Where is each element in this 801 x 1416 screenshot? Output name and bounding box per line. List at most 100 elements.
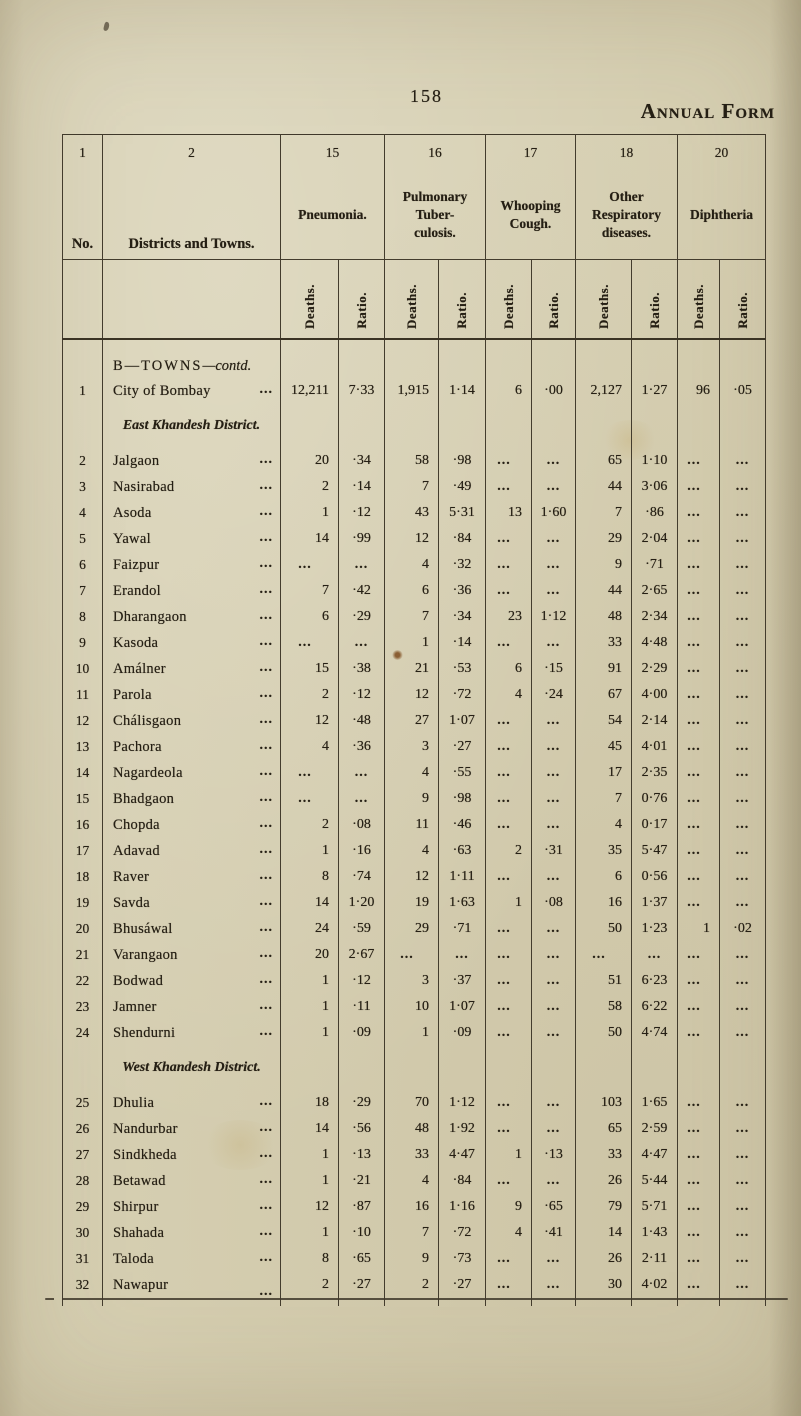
ratio-value: ... [338,552,385,578]
ratio-value: 2·67 [338,942,385,968]
leader-dots: ... [259,556,273,571]
deaths-value: ... [677,552,720,578]
deaths-value: 7 [575,786,632,812]
deaths-value: 1 [280,1168,339,1194]
deaths-value: 20 [280,942,339,968]
deaths-value: 45 [575,734,632,760]
deaths-value: 6 [485,656,532,682]
table-row: 20 Bhusáwal... 24·59 29·71...... 50 1·23 1·02 [62,916,766,942]
deaths-value [280,404,339,448]
ratio-value: 4·01 [631,734,678,760]
table-row: 17 Adavad... 1·16 4·63 2·31 35 5·47...... [62,838,766,864]
row-number: 1 [62,378,103,404]
ratio-value: 1·07 [438,994,486,1020]
table-row: 24 Shendurni... 1·09 1·09...... 50 4·74...... [62,1020,766,1046]
town-name: Shirpur [113,1198,159,1215]
ratio-value: 3·06 [631,474,678,500]
town-name: Chálisgaon [113,712,182,729]
table-row: 31 Taloda... 8·65 9·73...... 26 2·11...... [62,1246,766,1272]
town-name-cell: Shirpur... [102,1194,281,1220]
deaths-value: 54 [575,708,632,734]
deaths-value: 12 [384,864,439,890]
ratio-value: 2·14 [631,708,678,734]
deaths-value: 67 [575,682,632,708]
table-row: 7 Erandol... 7·42 6·36...... 44 2·65...... [62,578,766,604]
deaths-value: ... [677,942,720,968]
ratio-value: ·87 [338,1194,385,1220]
deaths-value [280,1046,339,1090]
deaths-value: 2,127 [575,378,632,404]
deaths-value: ... [384,942,439,968]
ratio-value: ·72 [438,682,486,708]
deaths-value: ... [677,890,720,916]
town-name: Pachora [113,738,162,755]
deaths-value: 8 [280,864,339,890]
table-row: 21 Varangaon... 20 2·67....................… [62,942,766,968]
town-name-cell: Raver... [102,864,281,890]
ratio-value: ... [719,760,766,786]
leader-dots: ... [259,816,273,831]
ratio-value: ... [531,1168,576,1194]
deaths-value: ... [485,1020,532,1046]
ratio-value: ·12 [338,968,385,994]
empty-cell [102,259,281,340]
town-name-cell: Jalgaon... [102,448,281,474]
town-name-cell: Kasoda... [102,630,281,656]
ratio-value: ·27 [438,734,486,760]
deaths-value: ... [485,474,532,500]
row-number [62,404,103,448]
deaths-value: ... [677,786,720,812]
ratio-value: ·37 [438,968,486,994]
deaths-value: ... [485,630,532,656]
deaths-value: 48 [575,604,632,630]
row-number: 28 [62,1168,103,1194]
deaths-value: ... [485,1246,532,1272]
ratio-value: 1·10 [631,448,678,474]
ratio-subheader: Ratio. [631,259,678,340]
leader-dots: ... [259,504,273,519]
deaths-value: ... [485,760,532,786]
ratio-value: ... [719,1220,766,1246]
ratio-value: 1·12 [531,604,576,630]
ratio-value: 7·33 [338,378,385,404]
deaths-value: ... [280,760,339,786]
town-name-cell: City of Bombay... [102,378,281,404]
ratio-value: ... [531,942,576,968]
ratio-value: 2·29 [631,656,678,682]
ratio-value: ... [719,656,766,682]
mortality-statistics-table: 1 2 15 16 17 18 20 No. Districts and Tow… [62,134,766,1306]
table-row: 3 Nasirabad... 2·14 7·49...... 44 3·06...... [62,474,766,500]
leader-dots: ... [259,712,273,727]
ratio-subheader: Ratio. [338,259,385,340]
ratio-value: ·59 [338,916,385,942]
page-number: 158 [410,86,443,106]
deaths-value: ... [485,1168,532,1194]
row-number: 19 [62,890,103,916]
deaths-value [677,404,720,448]
town-name: Chopda [113,816,160,833]
column-number: 18 [575,134,678,171]
deaths-value: 26 [575,1246,632,1272]
ratio-value: ·34 [438,604,486,630]
section-row: B—TOWNS—contd. [62,339,766,378]
ratio-value: ... [338,630,385,656]
deaths-value: 12 [280,708,339,734]
ratio-value: 1·23 [631,916,678,942]
table-row: 19 Savda... 14 1·20 19 1·63 1·08 16 1·37...... [62,890,766,916]
deaths-value: ... [280,630,339,656]
table-header: 1 2 15 16 17 18 20 No. Districts and Tow… [62,134,766,340]
leader-dots: ... [259,1094,273,1109]
ratio-value: ·27 [338,1272,385,1306]
deaths-value: 19 [384,890,439,916]
town-name: Asoda [113,504,152,521]
deaths-value: 96 [677,378,720,404]
row-number: 24 [62,1020,103,1046]
ratio-value: ... [719,448,766,474]
deaths-value: 33 [575,630,632,656]
deaths-value: 2 [384,1272,439,1306]
ratio-value: ·65 [338,1246,385,1272]
ratio-value: ·15 [531,656,576,682]
ratio-value: ... [719,942,766,968]
ratio-value: 1·43 [631,1220,678,1246]
town-name: Amálner [113,660,166,677]
